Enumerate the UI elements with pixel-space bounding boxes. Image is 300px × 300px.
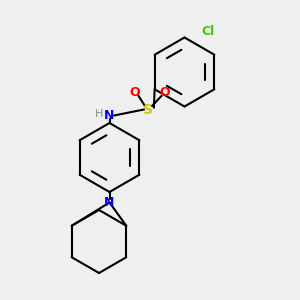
Text: O: O (160, 86, 170, 100)
Text: S: S (143, 103, 154, 116)
Text: N: N (104, 196, 115, 209)
Text: N: N (104, 109, 115, 122)
Text: H: H (95, 109, 103, 119)
Text: O: O (130, 86, 140, 100)
Text: Cl: Cl (201, 25, 214, 38)
